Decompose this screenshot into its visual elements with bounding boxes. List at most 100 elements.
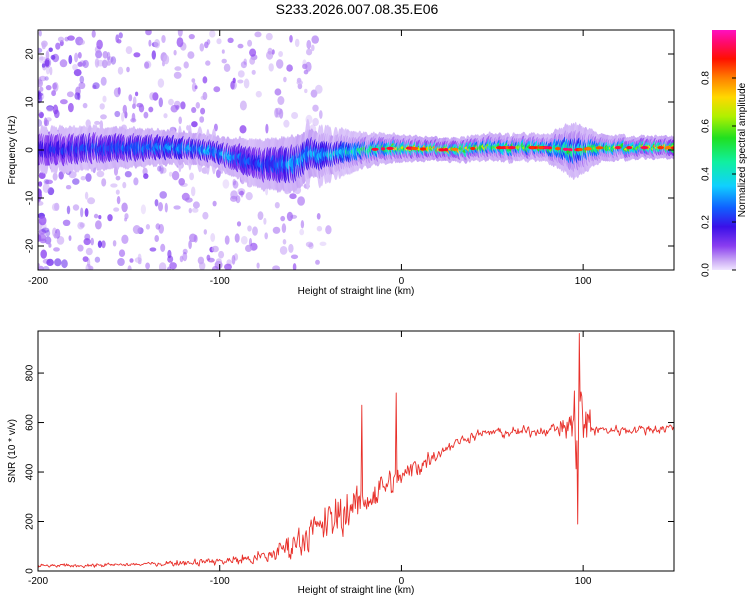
spectrogram-noise-blob: [121, 234, 129, 244]
spectrogram-x-ticks: -200 -100 0 100: [28, 30, 592, 287]
spectrogram-noise-blob: [79, 222, 86, 228]
spectrogram-noise-blob: [127, 265, 132, 270]
spectrogram-noise-blob: [132, 96, 137, 106]
spectrogram-noise-blob: [79, 75, 85, 84]
spectrogram-noise-blob: [49, 66, 53, 76]
spectrogram-noise-blob: [82, 59, 89, 69]
spectrogram-noise-blob: [85, 247, 93, 256]
spectrogram-noise-blob: [67, 35, 75, 41]
spectrogram-hot-spot: [371, 147, 379, 151]
spectrogram-noise-blob: [102, 51, 109, 59]
spectrogram-noise-blob: [38, 94, 43, 104]
spectrogram-noise-blob: [38, 216, 47, 226]
spectrogram-noise-blob: [236, 221, 242, 227]
spectrogram-noise-blob: [319, 110, 323, 119]
spectrogram-noise-blob: [247, 39, 253, 47]
snr-x-label: Height of straight line (km): [298, 585, 415, 596]
spectrogram-noise-blob: [94, 58, 100, 68]
spectrogram-noise-blob: [263, 217, 267, 225]
spectrogram-hot-spot: [438, 148, 446, 152]
snr-frame: [37, 330, 675, 572]
spectrogram-noise-blob: [45, 50, 50, 61]
spectrogram-noise-blob: [283, 119, 290, 128]
spectrogram-noise-blob: [171, 170, 180, 181]
spectrogram-noise-blob: [110, 183, 118, 188]
spectrogram-noise-blob: [93, 213, 99, 219]
spectrogram-noise-blob: [316, 213, 321, 220]
spectrogram-noise-blob: [121, 202, 128, 213]
spectrogram-y-tick-label: -10: [25, 190, 36, 205]
spectrogram-noise-blob: [151, 50, 156, 60]
spectrogram-noise-blob: [174, 66, 182, 71]
spectrogram-noise-blob: [112, 240, 117, 247]
spectrogram-noise-blob: [280, 215, 286, 222]
spectrogram-noise-blob: [51, 90, 56, 97]
spectrogram-noise-blob: [72, 63, 78, 71]
spectrogram-noise-blob: [252, 226, 258, 236]
snr-y-tick-label: 200: [25, 513, 36, 530]
spectrogram-noise-blob: [239, 100, 247, 111]
spectrogram-noise-blob: [216, 169, 221, 179]
spectrogram-noise-blob: [206, 39, 211, 45]
spectrogram-noise-blob: [292, 263, 297, 270]
spectrogram-noise-blob: [249, 57, 256, 65]
spectrogram-noise-blob: [95, 220, 102, 230]
spectrogram-noise-blob: [247, 225, 252, 232]
spectrogram-noise-blob: [116, 196, 121, 205]
spectrogram-noise-blob: [160, 243, 166, 252]
spectrogram-noise-blob: [39, 92, 45, 100]
spectrogram-noise-blob: [188, 34, 195, 40]
spectrogram-noise-blob: [188, 207, 192, 214]
spectrogram-noise-blob: [224, 263, 232, 270]
spectrogram-hot-spot: [530, 146, 535, 150]
spectrogram-noise-blob: [279, 246, 288, 255]
spectrogram-noise-blob: [159, 191, 167, 199]
spectrogram-noise-blob: [38, 201, 44, 206]
spectrogram-marks: [38, 30, 674, 270]
spectrogram-noise-blob: [51, 203, 59, 212]
spectrogram-noise-blob: [191, 78, 196, 83]
spectrogram-noise-blob: [282, 239, 287, 245]
spectrogram-noise-blob: [294, 38, 300, 48]
spectrogram-noise-blob: [106, 56, 114, 63]
spectrogram-noise-blob: [91, 30, 96, 38]
spectrogram-noise-blob: [94, 120, 101, 125]
spectrogram-noise-blob: [100, 114, 107, 120]
spectrogram-noise-blob: [278, 51, 283, 57]
spectrogram-noise-blob: [275, 107, 282, 115]
spectrogram-noise-blob: [38, 55, 44, 63]
spectrogram-noise-blob: [38, 119, 43, 127]
spectrogram-x-tick-label: 0: [399, 276, 405, 287]
spectrogram-noise-blob: [237, 70, 245, 78]
spectrogram-noise-blob: [179, 255, 184, 263]
spectrogram-noise-blob: [45, 179, 53, 185]
spectrogram-noise-blob: [125, 46, 133, 55]
spectrogram-noise-blob: [39, 75, 47, 82]
spectrogram-noise-blob: [245, 244, 252, 252]
spectrogram-noise-blob: [154, 235, 159, 242]
spectrogram-noise-blob: [251, 69, 256, 75]
spectrogram-noise-blob: [72, 204, 80, 211]
spectrogram-noise-blob: [129, 258, 134, 263]
spectrogram-noise-blob: [173, 71, 182, 79]
spectrogram-noise-blob: [187, 51, 195, 59]
spectrogram-noise-blob: [54, 258, 62, 267]
snr-series-line: [38, 333, 674, 569]
spectrogram-noise-blob: [287, 64, 292, 71]
spectrogram-noise-blob: [149, 92, 156, 101]
spectrogram-noise-blob: [304, 88, 308, 94]
spectrogram-noise-blob: [202, 211, 209, 220]
spectrogram-noise-blob: [38, 47, 43, 54]
spectrogram-noise-blob: [315, 84, 323, 94]
spectrogram-noise-blob: [39, 238, 47, 244]
spectrogram-noise-blob: [38, 79, 43, 88]
spectrogram-noise-blob: [41, 227, 50, 233]
spectrogram-noise-blob: [200, 107, 206, 115]
spectrogram-noise-blob: [194, 85, 198, 90]
spectrogram-noise-blob: [62, 219, 71, 226]
spectrogram-hot-spot: [507, 146, 516, 150]
spectrogram-noise-blob: [206, 254, 211, 261]
spectrogram-hot-spot: [470, 146, 476, 151]
snr-y-tick-label: 0: [25, 568, 36, 574]
spectrogram-noise-blob: [286, 211, 293, 222]
